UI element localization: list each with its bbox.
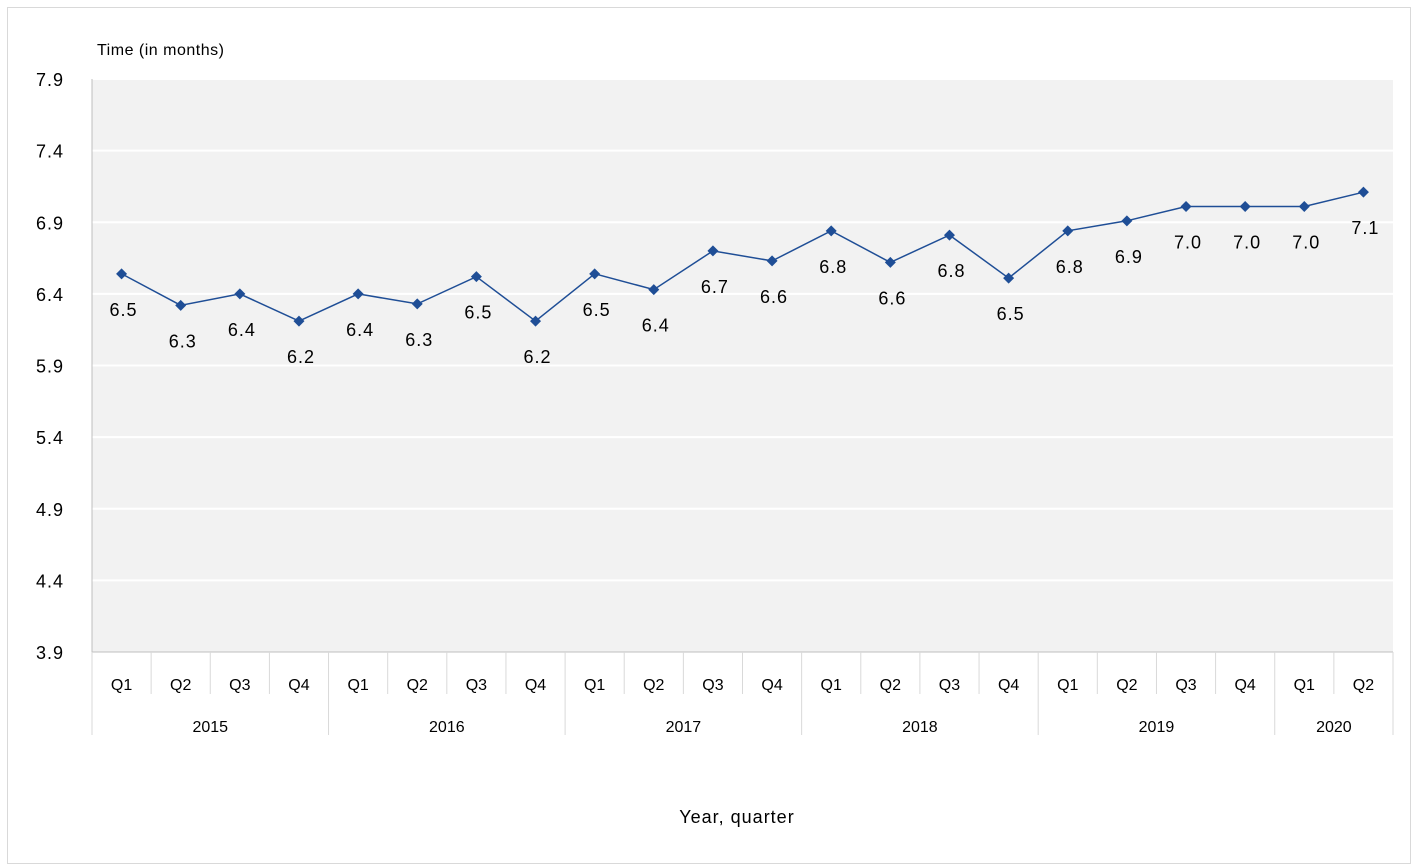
data-label: 6.3 <box>169 331 197 351</box>
data-point-marker <box>352 288 364 300</box>
quarter-label: Q2 <box>643 677 664 694</box>
x-category-labels: Q1 Q2 Q3 Q4 Q1 Q2 Q3 Q4 Q1 Q2 Q3 Q4 Q1 Q2 Q3 Q4 Q1 Q2 Q3 Q4… <box>91 652 1394 736</box>
data-point-marker <box>1357 186 1369 198</box>
data-label: 7.0 <box>1292 232 1320 252</box>
data-point-marker <box>530 315 542 327</box>
data-point-marker <box>411 298 423 310</box>
data-point-marker <box>175 299 187 311</box>
y-tick-label: 5.4 <box>36 428 64 448</box>
data-label: 6.4 <box>642 316 670 336</box>
data-label: 6.7 <box>701 277 729 297</box>
year-label: 2015 <box>192 719 228 736</box>
data-point-marker <box>293 315 305 327</box>
y-tick-label: 4.9 <box>36 500 64 520</box>
data-point-marker <box>1062 225 1074 237</box>
y-tick-label: 6.4 <box>36 285 64 305</box>
y-axis-title: Time (in months) <box>97 42 224 59</box>
y-tick-label: 3.9 <box>36 643 64 663</box>
y-tick-labels: 3.9 4.4 4.9 5.4 5.9 6.4 6.9 7.4 7.9 <box>36 70 64 663</box>
data-point-marker <box>470 271 482 283</box>
year-label: 2019 <box>1139 719 1175 736</box>
data-point-marker <box>648 284 660 296</box>
data-labels: 6.5 6.3 6.4 6.2 6.4 6.3 6.5 6.2 6.5 6.4 6.7 6.6 6.8 6… <box>110 218 1379 367</box>
year-label: 2018 <box>902 719 938 736</box>
quarter-label: Q3 <box>939 677 960 694</box>
series-line <box>121 191 1364 323</box>
data-point-marker <box>1239 200 1251 212</box>
quarter-label: Q3 <box>702 677 723 694</box>
quarter-label: Q1 <box>584 677 605 694</box>
data-label: 6.9 <box>1115 247 1143 267</box>
data-label: 7.0 <box>1233 232 1261 252</box>
quarter-label: Q3 <box>229 677 250 694</box>
data-label: 6.5 <box>110 300 138 320</box>
data-label: 7.1 <box>1351 218 1379 238</box>
year-label: 2020 <box>1316 719 1352 736</box>
y-tick-label: 4.4 <box>36 571 64 591</box>
year-label: 2016 <box>429 719 465 736</box>
data-point-marker <box>825 225 837 237</box>
quarter-label: Q4 <box>1234 677 1255 694</box>
y-tick-label: 7.9 <box>36 70 64 90</box>
data-label: 6.6 <box>760 287 788 307</box>
data-label: 6.3 <box>405 330 433 350</box>
data-label: 6.8 <box>1056 257 1084 277</box>
quarter-label: Q2 <box>1353 677 1374 694</box>
quarter-label: Q4 <box>998 677 1019 694</box>
quarter-label: Q2 <box>407 677 428 694</box>
data-point-marker <box>589 268 601 280</box>
y-tick-label: 6.9 <box>36 213 64 233</box>
y-tick-label: 5.9 <box>36 357 64 377</box>
data-label: 6.5 <box>583 300 611 320</box>
quarter-label: Q4 <box>525 677 546 694</box>
data-point-marker <box>943 229 955 241</box>
y-tick-label: 7.4 <box>36 142 64 162</box>
data-label: 6.2 <box>524 347 552 367</box>
data-point-marker <box>1121 215 1133 227</box>
quarter-label: Q2 <box>1116 677 1137 694</box>
data-label: 6.4 <box>346 320 374 340</box>
data-point-marker <box>1298 200 1310 212</box>
data-label: 6.2 <box>287 347 315 367</box>
year-label: 2017 <box>666 719 702 736</box>
data-point-marker <box>707 245 719 257</box>
data-label: 7.0 <box>1174 232 1202 252</box>
data-label: 6.4 <box>228 320 256 340</box>
data-label: 6.6 <box>878 288 906 308</box>
quarter-label: Q3 <box>1175 677 1196 694</box>
quarter-label: Q4 <box>761 677 782 694</box>
data-label: 6.5 <box>464 303 492 323</box>
gridlines <box>92 78 1393 582</box>
data-point-marker <box>1003 272 1015 284</box>
data-point-marker <box>116 268 128 280</box>
data-point-marker <box>1180 200 1192 212</box>
data-point-marker <box>234 288 246 300</box>
quarter-label: Q1 <box>347 677 368 694</box>
quarter-label: Q1 <box>111 677 132 694</box>
data-label: 6.8 <box>819 257 847 277</box>
series-markers <box>116 186 1369 327</box>
quarter-label: Q2 <box>880 677 901 694</box>
x-axis-title: Year, quarter <box>679 807 794 827</box>
quarter-label: Q1 <box>821 677 842 694</box>
data-point-marker <box>766 255 778 267</box>
data-label: 6.5 <box>997 304 1025 324</box>
data-label: 6.8 <box>937 261 965 281</box>
quarter-label: Q2 <box>170 677 191 694</box>
quarter-label: Q4 <box>288 677 309 694</box>
quarter-label: Q3 <box>466 677 487 694</box>
quarter-label: Q1 <box>1294 677 1315 694</box>
data-point-marker <box>884 256 896 268</box>
quarter-label: Q1 <box>1057 677 1078 694</box>
chart-frame <box>7 7 1411 864</box>
